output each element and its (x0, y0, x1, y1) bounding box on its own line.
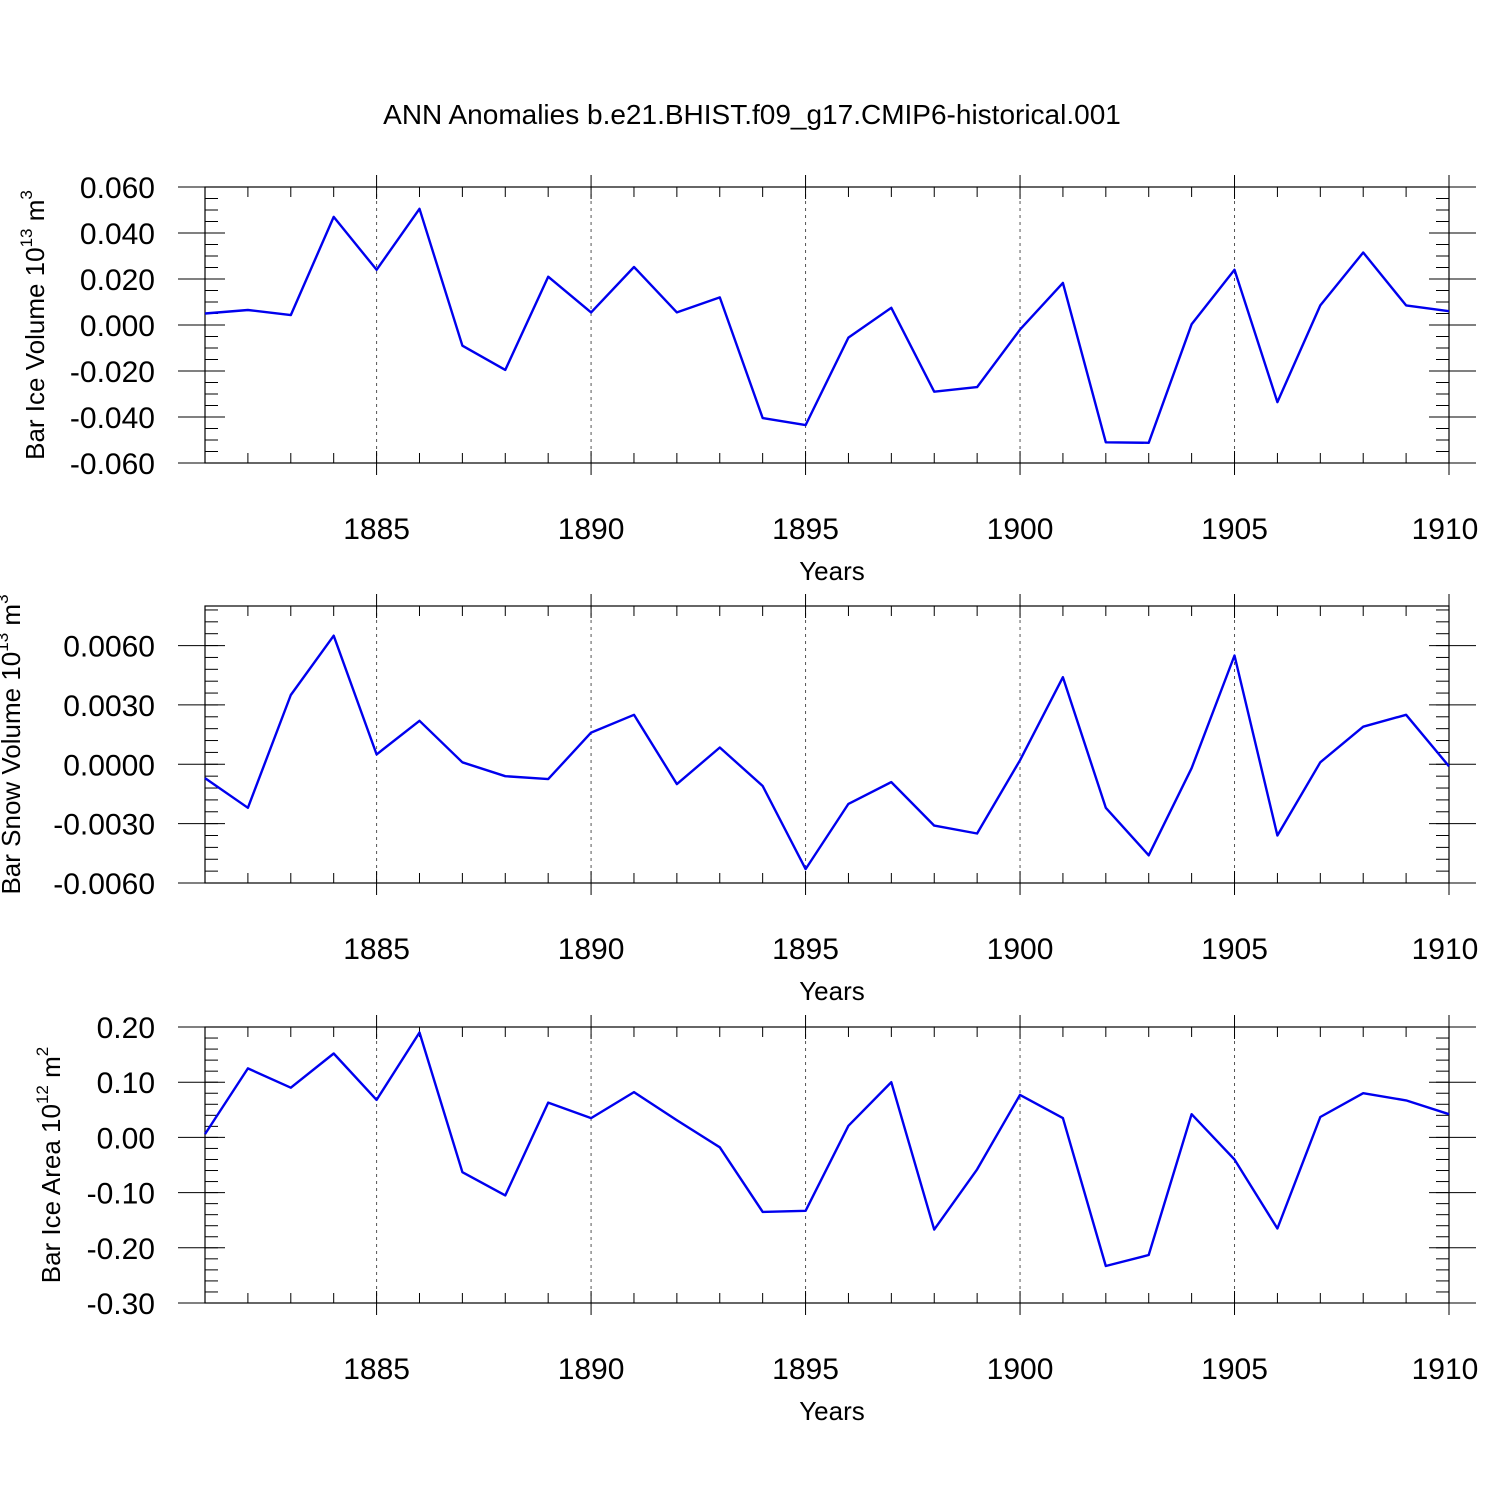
x-tick-label-1900: 1900 (987, 933, 1054, 966)
tick-labels: 1885 1890 1895 1900 1905 1910 -0.30 -0.20 -0.10 0… (87, 1012, 1479, 1386)
y-tick-label-2: -0.10 (87, 1178, 155, 1211)
y-axis-label: Bar Ice Area 1012 m2 (33, 1047, 66, 1284)
plot-frame (204, 1026, 1450, 1304)
y-axis-label-unit: m (0, 604, 26, 633)
y-axis-label-unit-exponent: 2 (33, 1047, 52, 1056)
y-axis-label-exponent: 13 (17, 228, 36, 247)
y-axis-label-unit-exponent: 3 (17, 190, 36, 199)
tick-labels: 1885 1890 1895 1900 1905 1910 -0.0060 -0.0030 0.… (53, 631, 1478, 966)
axis-ticks (178, 175, 1476, 475)
y-tick-label-2: -0.020 (70, 356, 155, 389)
y-axis-label-unit: m (20, 200, 50, 229)
y-tick-label-0: -0.30 (87, 1288, 155, 1321)
plot-frame (204, 186, 1450, 464)
y-axis-label-exponent: 12 (33, 1085, 52, 1104)
x-tick-label-1905: 1905 (1201, 513, 1268, 546)
x-tick-label-1910: 1910 (1412, 513, 1479, 546)
y-tick-label-0: -0.0060 (53, 868, 155, 901)
x-axis-label: Years (799, 976, 865, 1006)
x-tick-label-1900: 1900 (987, 1353, 1054, 1386)
panel-ice-volume: 1885 1890 1895 1900 1905 1910 -0.060 -0.040 -0.0… (17, 172, 1478, 586)
y-tick-label-5: 0.040 (80, 218, 155, 251)
x-tick-label-1890: 1890 (558, 513, 625, 546)
y-tick-label-3: 0.0030 (63, 690, 155, 723)
chart-title: ANN Anomalies b.e21.BHIST.f09_g17.CMIP6-… (383, 99, 1121, 130)
x-tick-label-1910: 1910 (1412, 1353, 1479, 1386)
y-axis-label-exponent: 13 (0, 633, 12, 652)
plot-frame (204, 605, 1450, 884)
y-tick-label-0: -0.060 (70, 448, 155, 481)
x-tick-label-1910: 1910 (1412, 933, 1479, 966)
x-tick-label-1885: 1885 (343, 933, 410, 966)
y-axis-label: Bar Snow Volume 1013 m3 (0, 594, 26, 894)
x-tick-label-1900: 1900 (987, 513, 1054, 546)
y-axis-label-text: Bar Ice Volume 10 (20, 247, 50, 459)
y-tick-label-5: 0.20 (97, 1012, 155, 1045)
y-tick-label-4: 0.0060 (63, 631, 155, 664)
x-tick-label-1905: 1905 (1201, 1353, 1268, 1386)
y-tick-label-3: 0.00 (97, 1122, 155, 1155)
series-line-ice-volume (204, 207, 1450, 444)
series-line-snow-volume (204, 634, 1450, 871)
y-tick-label-4: 0.020 (80, 264, 155, 297)
grid-lines (376, 187, 1236, 463)
y-axis-label-text: Bar Ice Area 10 (36, 1104, 66, 1283)
x-tick-label-1885: 1885 (343, 513, 410, 546)
y-tick-label-1: -0.0030 (53, 809, 155, 842)
x-axis-label: Years (799, 1396, 865, 1426)
grid-lines (376, 1027, 1236, 1303)
x-tick-label-1895: 1895 (772, 933, 839, 966)
y-tick-label-2: 0.0000 (63, 749, 155, 782)
panel-snow-volume: 1885 1890 1895 1900 1905 1910 -0.0060 -0.0030 0.… (0, 594, 1478, 1006)
y-tick-label-3: 0.000 (80, 310, 155, 343)
series-line-ice-area (203, 1031, 1450, 1268)
y-tick-label-6: 0.060 (80, 172, 155, 205)
y-axis-label-text: Bar Snow Volume 10 (0, 652, 26, 895)
panel-ice-area: 1885 1890 1895 1900 1905 1910 -0.30 -0.20 -0.10 0… (33, 1012, 1478, 1426)
x-axis-label: Years (799, 556, 865, 586)
y-tick-label-1: -0.040 (70, 402, 155, 435)
grid-lines (376, 606, 1236, 883)
x-tick-label-1890: 1890 (558, 933, 625, 966)
y-axis-label-unit-exponent: 3 (0, 594, 12, 603)
y-tick-label-4: 0.10 (97, 1067, 155, 1100)
x-tick-label-1905: 1905 (1201, 933, 1268, 966)
y-axis-label: Bar Ice Volume 1013 m3 (17, 190, 50, 460)
x-tick-label-1890: 1890 (558, 1353, 625, 1386)
tick-labels: 1885 1890 1895 1900 1905 1910 -0.060 -0.040 -0.0… (70, 172, 1478, 546)
x-tick-label-1895: 1895 (772, 1353, 839, 1386)
axis-ticks (178, 1015, 1476, 1315)
x-tick-label-1895: 1895 (772, 513, 839, 546)
y-tick-label-1: -0.20 (87, 1233, 155, 1266)
y-axis-label-unit: m (36, 1056, 66, 1085)
x-tick-label-1885: 1885 (343, 1353, 410, 1386)
